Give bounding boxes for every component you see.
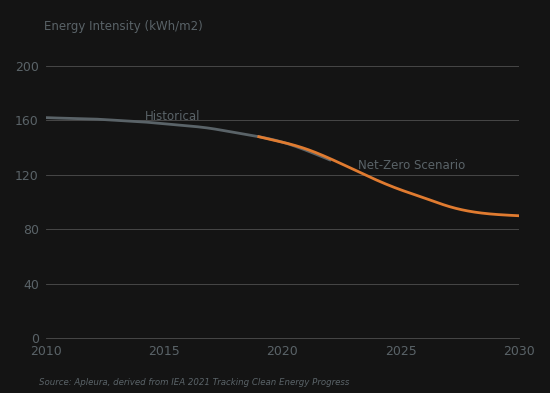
Text: Historical: Historical (145, 110, 201, 123)
Text: Source: Apleura, derived from IEA 2021 Tracking Clean Energy Progress: Source: Apleura, derived from IEA 2021 T… (39, 378, 349, 387)
Text: Net-Zero Scenario: Net-Zero Scenario (358, 159, 465, 172)
Text: Energy Intensity (kWh/m2): Energy Intensity (kWh/m2) (44, 20, 203, 33)
